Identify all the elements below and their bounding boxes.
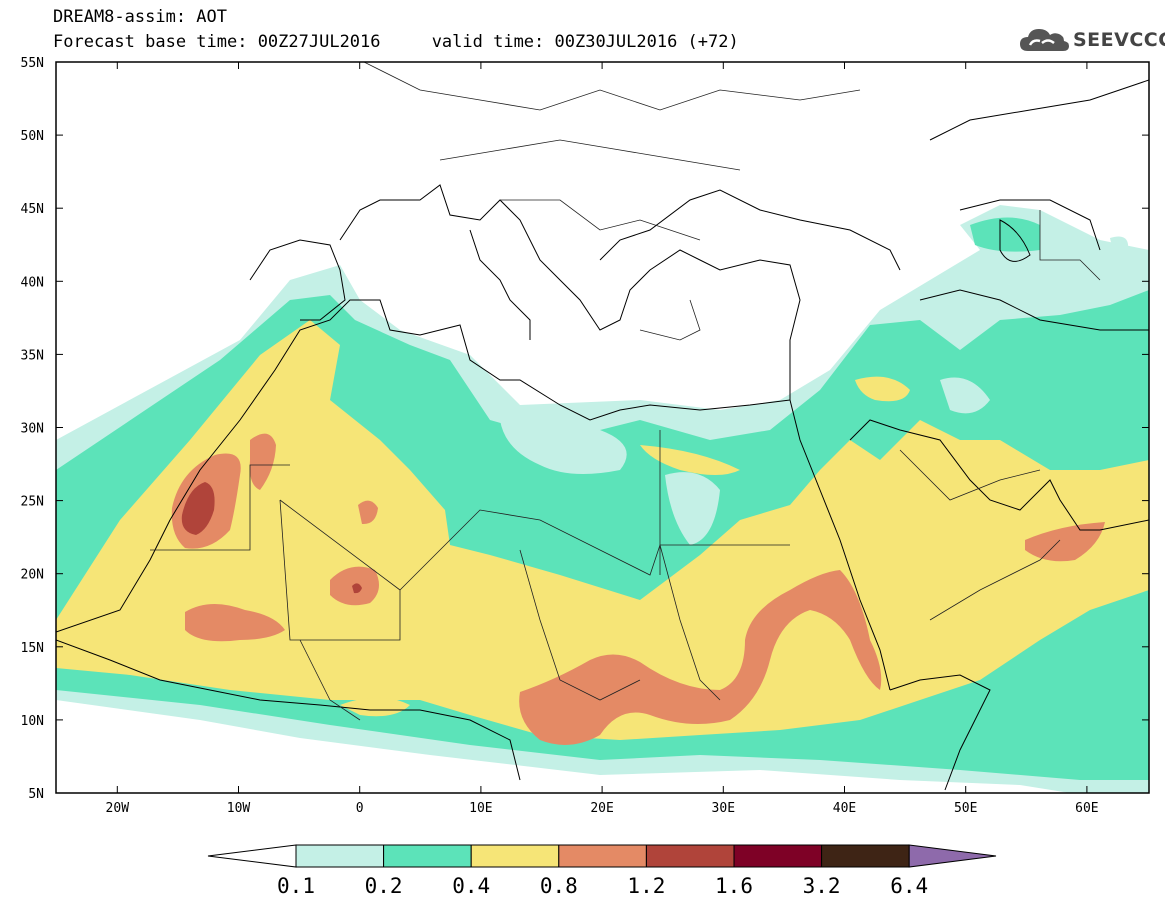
lat-label: 20N bbox=[21, 568, 44, 583]
colorbar-low-arrow bbox=[207, 844, 297, 868]
colorbar-swatch bbox=[470, 844, 560, 868]
aot-field bbox=[56, 62, 1149, 793]
country-borders bbox=[150, 62, 1101, 721]
colorbar-label: 6.4 bbox=[890, 874, 928, 898]
forecast-times: Forecast base time: 00Z27JUL2016 valid t… bbox=[53, 32, 739, 52]
lat-label: 45N bbox=[21, 202, 44, 217]
colorbar-swatch bbox=[821, 844, 910, 868]
latitude-axis: 55N 50N 45N 40N 35N 30N 25N 20N 15N 10N 5N bbox=[21, 56, 1149, 802]
aot-colorbar: 0.1 0.2 0.4 0.8 1.2 1.6 3.2 6.4 bbox=[207, 844, 997, 898]
logo-text: SEEVCCC bbox=[1073, 29, 1165, 51]
lon-label: 50E bbox=[954, 801, 977, 816]
colorbar-label: 0.1 bbox=[277, 874, 315, 898]
lat-label: 10N bbox=[21, 714, 44, 729]
lon-label: 40E bbox=[833, 801, 856, 816]
colorbar-swatch bbox=[295, 844, 385, 868]
colorbar-swatch bbox=[383, 844, 472, 868]
lon-label: 20E bbox=[590, 801, 613, 816]
colorbar-label: 3.2 bbox=[803, 874, 841, 898]
colorbar-swatch bbox=[558, 844, 647, 868]
lat-label: 35N bbox=[21, 348, 44, 363]
seevccc-logo: SEEVCCC bbox=[1018, 23, 1165, 57]
colorbar-swatch bbox=[733, 844, 823, 868]
colorbar-label: 0.8 bbox=[540, 874, 578, 898]
lon-label: 60E bbox=[1075, 801, 1098, 816]
lat-label: 5N bbox=[28, 787, 44, 802]
lon-label: 30E bbox=[712, 801, 735, 816]
colorbar-label: 1.6 bbox=[715, 874, 753, 898]
colorbar-swatch bbox=[645, 844, 735, 868]
colorbar-label: 0.2 bbox=[365, 874, 403, 898]
lat-label: 50N bbox=[21, 129, 44, 144]
lat-label: 55N bbox=[21, 56, 44, 71]
lat-label: 25N bbox=[21, 495, 44, 510]
aot-1.2-area bbox=[181, 482, 215, 535]
lat-label: 40N bbox=[21, 275, 44, 290]
lon-label: 10W bbox=[227, 801, 251, 816]
coastlines bbox=[56, 79, 1149, 791]
aot-0.4-area bbox=[56, 320, 1149, 740]
map-title: DREAM8-assim: AOT bbox=[53, 7, 227, 27]
lon-label: 0 bbox=[356, 801, 364, 816]
colorbar-label: 1.2 bbox=[627, 874, 665, 898]
cloud-icon bbox=[1020, 29, 1069, 51]
colorbar-label: 0.4 bbox=[452, 874, 490, 898]
colorbar-high-arrow bbox=[908, 844, 997, 868]
lon-label: 20W bbox=[106, 801, 130, 816]
lon-label: 10E bbox=[469, 801, 492, 816]
lat-label: 30N bbox=[21, 422, 44, 437]
lat-label: 15N bbox=[21, 641, 44, 656]
longitude-axis: 20W 10W 0 10E 20E 30E 40E 50E 60E bbox=[106, 62, 1099, 816]
